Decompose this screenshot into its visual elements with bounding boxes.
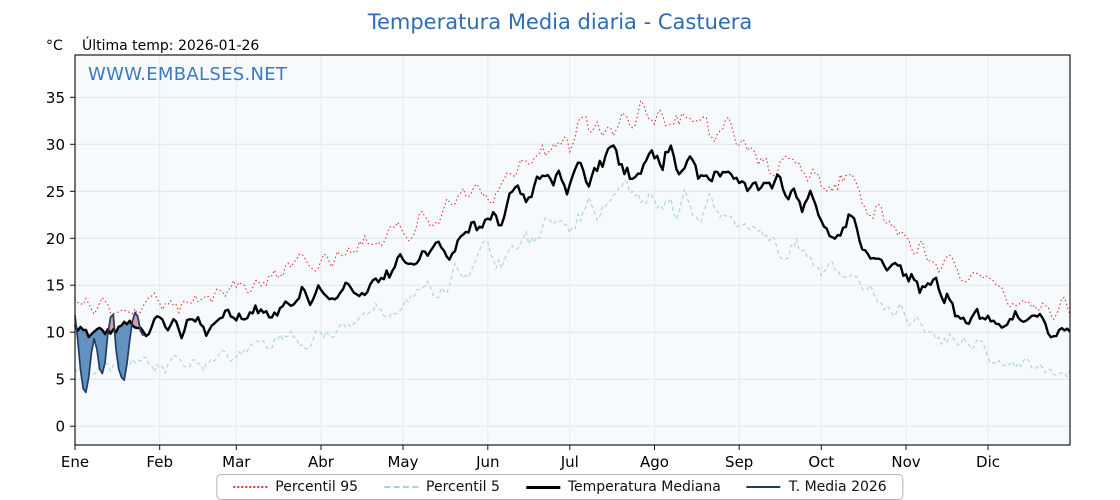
legend-dashed-line-icon — [384, 486, 419, 488]
legend-label: Temperatura Mediana — [567, 479, 721, 495]
svg-text:Ene: Ene — [61, 453, 89, 471]
svg-text:Ago: Ago — [640, 453, 669, 471]
svg-text:Nov: Nov — [891, 453, 920, 471]
legend-item-1: Percentil 5 — [384, 479, 500, 495]
legend-label: Percentil 95 — [275, 479, 359, 495]
svg-text:May: May — [387, 453, 418, 471]
legend-solid-line-icon — [746, 486, 781, 488]
legend-label: Percentil 5 — [426, 479, 500, 495]
svg-text:20: 20 — [46, 230, 65, 248]
svg-text:5: 5 — [55, 371, 65, 389]
svg-text:10: 10 — [46, 324, 65, 342]
legend-dotted-line-icon — [233, 486, 268, 488]
svg-text:Oct: Oct — [808, 453, 834, 471]
legend-item-3: T. Media 2026 — [746, 479, 887, 495]
svg-text:Abr: Abr — [308, 453, 335, 471]
watermark-text: WWW.EMBALSES.NET — [88, 64, 288, 85]
legend-solid-line-icon — [525, 485, 560, 489]
svg-text:0: 0 — [55, 418, 65, 436]
svg-text:35: 35 — [46, 89, 65, 107]
svg-text:15: 15 — [46, 277, 65, 295]
chart-title: Temperatura Media diaria - Castuera — [367, 10, 753, 34]
legend-item-0: Percentil 95 — [233, 479, 358, 495]
y-axis-unit-label: °C — [46, 38, 63, 54]
svg-text:Feb: Feb — [146, 453, 173, 471]
legend-label: T. Media 2026 — [788, 479, 887, 495]
svg-text:25: 25 — [46, 183, 65, 201]
svg-text:Mar: Mar — [222, 453, 251, 471]
svg-text:Jul: Jul — [560, 453, 579, 471]
svg-text:Dic: Dic — [976, 453, 1000, 471]
legend-item-2: Temperatura Mediana — [525, 479, 721, 495]
chart-legend: Percentil 95 Percentil 5 Temperatura Media… — [216, 474, 904, 500]
svg-text:Sep: Sep — [725, 453, 753, 471]
last-temp-label: Última temp: 2026-01-26 — [82, 38, 260, 54]
svg-text:Jun: Jun — [475, 453, 499, 471]
svg-text:30: 30 — [46, 136, 65, 154]
